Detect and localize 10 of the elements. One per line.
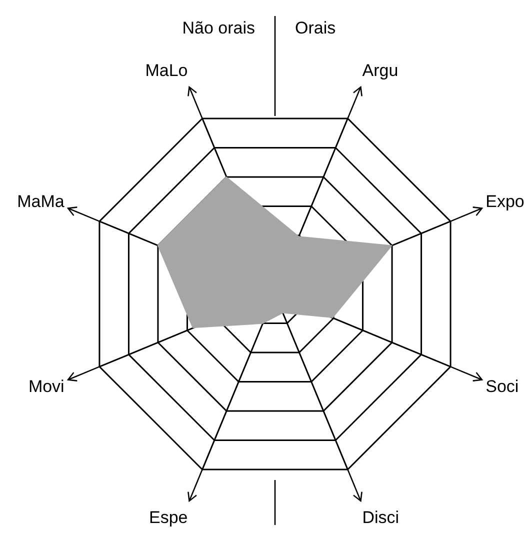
text: Orais [295,18,336,38]
text: Não orais [182,18,255,38]
spoke-label: MaLo [145,60,188,80]
spoke-label: Disci [362,508,400,528]
spoke-label: Movi [28,377,64,396]
spoke-label: Soci [486,377,519,396]
spoke-label: MaMa [17,192,65,211]
spoke-label: Expo [486,192,524,211]
spoke-label: Espe [149,508,188,528]
spoke-label: Argu [362,60,398,80]
